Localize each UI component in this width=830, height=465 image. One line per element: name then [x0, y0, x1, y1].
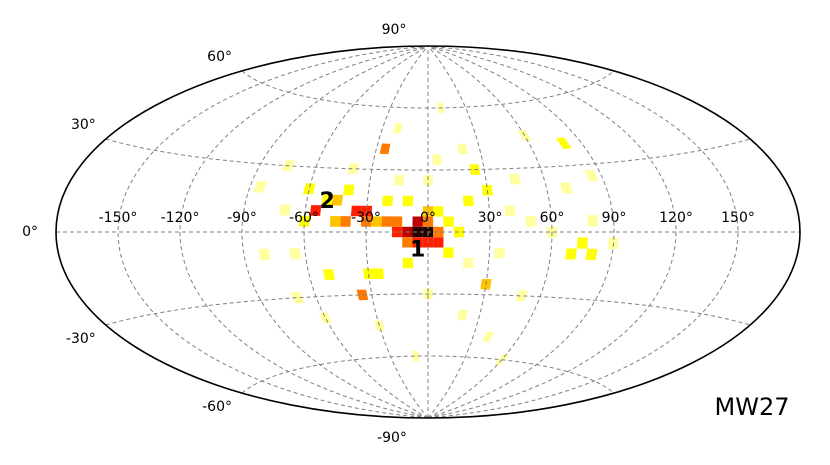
region-annotations: 12: [319, 189, 425, 263]
graticule: [56, 45, 800, 419]
latitude-tick-labels: 90° 60° 30° 0° -30° -60° -90°: [22, 22, 407, 446]
latitude-tick-label: -30°: [66, 331, 96, 347]
density-cell: [290, 292, 305, 304]
density-cell: [423, 175, 433, 186]
region-label-2: 2: [319, 189, 334, 214]
meridian-line: [427, 45, 491, 419]
latitude-tick-label: 0°: [22, 224, 38, 240]
density-cell: [433, 226, 444, 238]
density-cell: [457, 309, 468, 321]
density-cell: [402, 237, 413, 248]
density-cell: [350, 205, 362, 217]
density-cell: [373, 320, 385, 332]
density-cell: [584, 169, 599, 182]
density-cell: [556, 137, 572, 150]
density-cell: [585, 248, 598, 261]
density-cell: [318, 312, 333, 324]
density-cell: [482, 331, 495, 343]
density-cell: [412, 237, 423, 248]
density-cell: [289, 248, 301, 260]
density-cell: [392, 123, 403, 134]
density-cell: [321, 194, 333, 206]
density-cell: [329, 216, 341, 227]
density-cell: [373, 268, 384, 279]
density-cell: [363, 268, 375, 280]
density-cell: [559, 182, 573, 194]
region-label-1: 1: [410, 238, 425, 263]
density-cell: [391, 226, 403, 238]
density-cell: [323, 269, 335, 281]
density-cell: [433, 206, 444, 217]
density-cell: [343, 184, 355, 196]
longitude-tick-label: 0°: [420, 210, 436, 226]
density-cell: [303, 183, 316, 195]
density-cell: [515, 290, 528, 302]
map-boundary: [55, 45, 801, 419]
density-cell: [393, 175, 405, 186]
density-cell: [258, 248, 271, 261]
longitude-tick-label: 120°: [659, 210, 693, 226]
density-cell: [331, 194, 343, 206]
longitude-tick-labels: -150° -120° -90° -60° -30° 0° 30° 60° 90° 120° 150…: [99, 210, 755, 226]
longitude-tick-label: -30°: [351, 210, 381, 226]
longitude-tick-label: -120°: [161, 210, 200, 226]
density-cell: [433, 237, 444, 248]
parallel-line: [105, 293, 751, 326]
density-cell: [463, 257, 474, 269]
density-cell: [443, 247, 454, 258]
density-cell: [279, 204, 291, 216]
density-cell: [309, 205, 322, 216]
density-cell: [411, 350, 420, 362]
longitude-tick-label: 30°: [478, 210, 503, 226]
latitude-tick-label: 90°: [382, 22, 407, 38]
density-cell: [576, 237, 589, 249]
longitude-tick-label: -60°: [289, 210, 319, 226]
latitude-tick-label: 30°: [71, 117, 96, 133]
density-cell: [463, 195, 474, 207]
longitude-tick-label: -150°: [99, 210, 138, 226]
density-cell: [391, 216, 403, 227]
meridian-line: [427, 45, 677, 419]
longitude-tick-label: -90°: [227, 210, 257, 226]
density-cell: [402, 257, 413, 269]
density-cell: [525, 215, 537, 227]
density-cell: [340, 216, 351, 227]
longitude-tick-label: 90°: [602, 210, 627, 226]
density-cells: [253, 102, 619, 366]
density-cell: [347, 163, 360, 175]
density-cell: [443, 216, 454, 227]
density-cell: [457, 143, 468, 155]
parallel-line: [241, 355, 615, 394]
density-cell: [504, 205, 516, 217]
density-cell: [381, 216, 392, 227]
density-cell: [402, 195, 413, 207]
density-cell: [371, 216, 382, 227]
density-cell: [253, 180, 267, 193]
parallel-line: [241, 70, 615, 109]
longitude-tick-label: 60°: [540, 210, 565, 226]
density-cell: [432, 154, 442, 165]
density-cell: [494, 247, 506, 259]
latitude-tick-label: 60°: [207, 49, 232, 65]
parallel-line: [105, 138, 751, 171]
density-cell: [412, 216, 423, 227]
meridian-line: [427, 45, 739, 419]
density-cell: [412, 226, 423, 238]
longitude-tick-label: 150°: [721, 210, 755, 226]
density-cell: [587, 215, 599, 227]
latitude-tick-label: -60°: [202, 399, 232, 415]
density-cell: [379, 143, 391, 155]
density-cell: [382, 195, 393, 207]
simulation-name: MW27: [715, 393, 790, 421]
density-cell: [508, 173, 521, 185]
density-cell: [565, 248, 577, 260]
latitude-tick-label: -90°: [377, 430, 407, 446]
